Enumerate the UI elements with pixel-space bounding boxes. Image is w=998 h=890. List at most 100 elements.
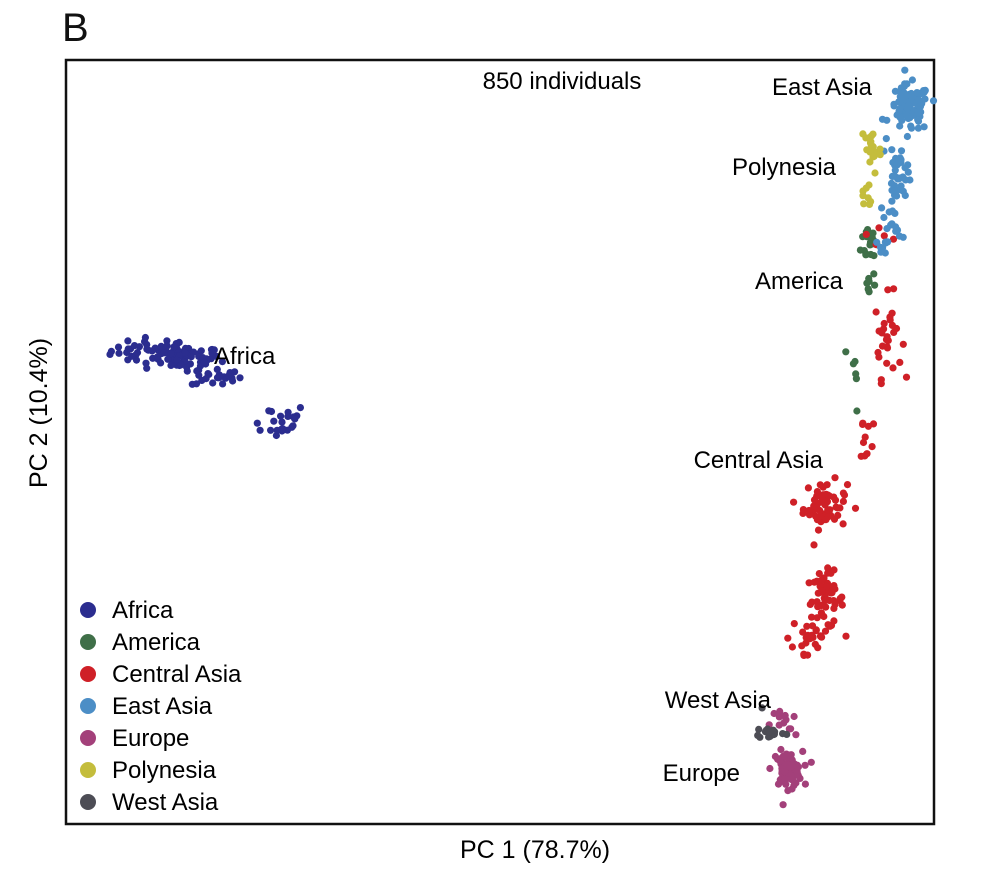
point-central-asia [799,506,808,514]
point-america [867,235,875,243]
point-africa [123,348,131,357]
point-africa [148,347,156,355]
point-europe [779,801,787,809]
point-central-asia [840,491,849,499]
point-europe [781,775,789,783]
label-central-asia: Central Asia [694,447,824,474]
point-africa [154,353,162,361]
point-central-asia [880,319,888,328]
point-africa [167,350,175,358]
point-europe [781,768,789,776]
point-europe [801,780,810,788]
point-africa [256,426,264,434]
point-america [853,407,861,415]
point-africa [130,342,139,350]
point-central-asia [817,609,826,617]
point-europe [799,747,807,756]
legend-marker-africa [80,602,96,618]
point-east-asia [891,166,899,174]
legend-label-america: America [112,629,201,656]
point-central-asia [878,342,887,350]
point-central-asia [869,420,878,428]
point-central-asia [888,309,896,317]
point-central-asia [880,232,888,240]
point-africa [273,426,281,434]
point-europe [770,709,778,718]
point-africa [157,359,165,367]
point-central-asia [816,512,824,521]
point-africa [164,355,172,363]
point-africa [253,419,261,427]
point-central-asia [819,483,827,491]
point-east-asia [901,66,909,74]
point-west-asia [756,733,764,741]
point-polynesia [869,142,877,150]
point-africa [202,375,210,383]
point-central-asia [818,587,826,595]
point-east-asia [909,111,917,120]
y-axis-label: PC 2 (10.4%) [25,338,53,488]
point-east-asia [903,111,911,119]
point-central-asia [889,364,897,372]
legend-label-europe: Europe [112,725,189,752]
point-africa [219,380,227,388]
point-west-asia [755,725,763,734]
point-central-asia [805,506,813,515]
point-america [852,370,860,378]
point-central-asia [896,358,904,366]
point-central-asia [838,601,846,609]
point-europe [792,731,800,739]
point-central-asia [883,359,891,367]
point-central-asia [799,628,807,636]
point-central-asia [790,498,798,506]
point-east-asia [888,197,896,205]
point-east-asia [880,213,888,222]
point-america [849,360,858,368]
point-central-asia [886,316,894,324]
point-east-asia [914,117,923,125]
point-africa [226,370,234,378]
point-africa [192,380,201,388]
point-east-asia [920,123,928,131]
point-central-asia [831,474,839,482]
point-america [871,281,879,289]
point-east-asia [917,108,925,116]
point-america [842,348,850,356]
point-central-asia [843,481,852,489]
point-east-asia [896,122,904,130]
scatter-points [106,66,938,809]
point-africa [115,349,123,357]
point-europe [784,761,792,769]
point-central-asia [859,438,868,447]
point-america [856,246,865,254]
point-africa [167,361,175,369]
point-africa [218,358,226,366]
point-central-asia [831,496,840,504]
point-polynesia [876,151,884,159]
point-america [869,229,877,237]
point-africa [296,404,304,412]
point-africa [213,365,221,373]
point-central-asia [863,450,871,458]
point-africa [114,343,123,351]
label-polynesia: Polynesia [732,154,837,181]
point-central-asia [813,614,821,622]
point-america [870,252,878,260]
label-america: America [755,268,844,295]
point-europe [790,712,798,721]
point-africa [284,412,292,420]
point-central-asia [838,593,846,601]
point-polynesia [862,184,870,192]
point-europe [801,761,809,769]
point-central-asia [825,492,833,500]
point-america [865,277,873,285]
point-central-asia [812,627,820,635]
point-central-asia [889,235,898,243]
point-east-asia [897,182,905,190]
point-east-asia [888,220,896,228]
point-central-asia [818,495,826,503]
point-central-asia [810,496,819,504]
point-central-asia [899,340,907,348]
point-east-asia [896,113,904,122]
point-europe [776,757,784,765]
